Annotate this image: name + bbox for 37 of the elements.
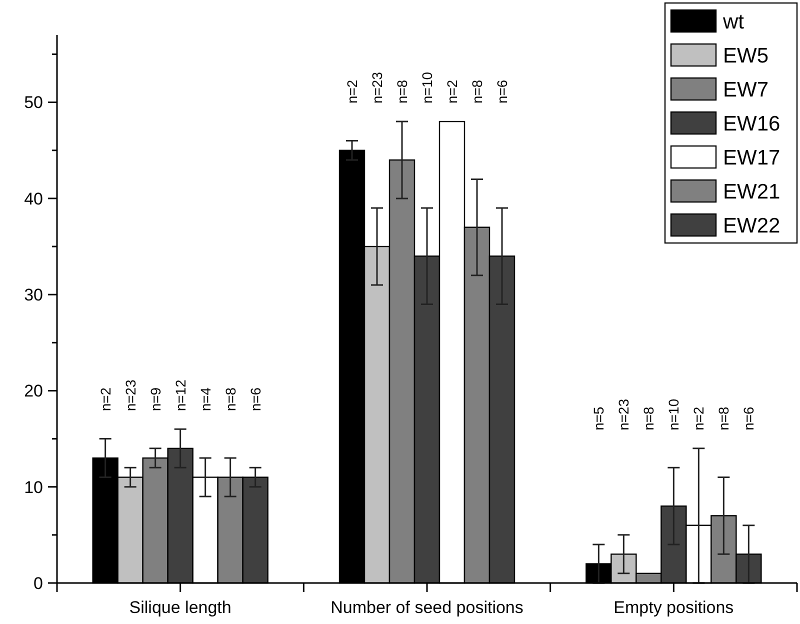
annotation: n=23 [369, 72, 385, 104]
annotation: n=10 [666, 398, 682, 430]
annotation: n=23 [616, 398, 632, 430]
annotation: n=6 [494, 80, 510, 104]
annotation: n=9 [147, 387, 164, 412]
annotation: n=6 [247, 387, 264, 412]
annotation: n=8 [640, 406, 657, 430]
y-tick-label: 0 [34, 574, 43, 593]
x-tick-label: Empty positions [614, 598, 734, 617]
legend-label: EW17 [723, 146, 780, 170]
x-tick-label: Number of seed positions [330, 598, 524, 617]
annotation: n=2 [444, 80, 460, 104]
y-tick-label: 30 [24, 286, 43, 305]
annotation: n=2 [690, 406, 707, 430]
annotation: n=6 [740, 406, 757, 430]
annotation: n=12 [172, 379, 188, 412]
legend-label: EW21 [723, 180, 780, 204]
annotation: n=4 [197, 387, 214, 412]
legend-label: EW16 [723, 112, 780, 136]
annotation: n=8 [469, 80, 485, 104]
annotation: n=8 [394, 80, 410, 104]
y-tick-label: 10 [24, 478, 43, 497]
annotation: n=10 [419, 72, 435, 104]
annotation: n=8 [716, 406, 732, 430]
y-tick-label: 40 [24, 189, 43, 208]
legend-label: EW5 [723, 44, 769, 68]
legend-label: wt [722, 10, 744, 34]
x-tick-label: Silique length [129, 598, 232, 617]
annotation: n=5 [590, 406, 607, 430]
legend-label: EW22 [723, 214, 780, 238]
annotation: n=2 [344, 80, 360, 104]
annotation: n=2 [97, 387, 114, 412]
y-tick-label: 20 [24, 382, 43, 401]
annotation: n=8 [222, 387, 238, 412]
annotation: n=23 [122, 379, 138, 412]
y-tick-label: 50 [24, 93, 43, 112]
legend-label: EW7 [723, 78, 769, 102]
